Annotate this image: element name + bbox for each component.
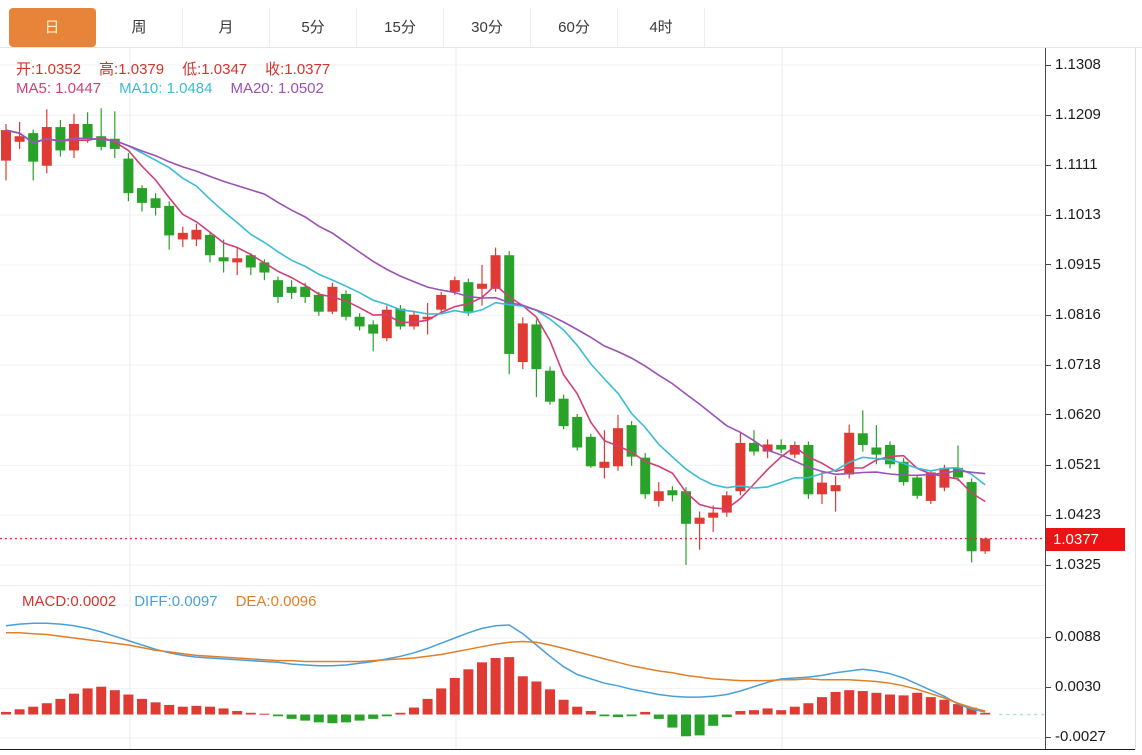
ma-legend: MA5: 1.0447 MA10: 1.0484 MA20: 1.0502 [16, 80, 342, 97]
candlestick-chart [0, 48, 1045, 585]
macd-axis: 0.0088 0.0030 -0.0027 [1045, 585, 1135, 749]
ohlc-open: 开:1.0352 [16, 61, 82, 78]
tab-月[interactable]: 月 [183, 8, 270, 47]
price-axis-label: 1.1308 [1055, 56, 1101, 73]
price-chart-panel[interactable]: 开:1.0352 高:1.0379 低:1.0347 收:1.0377 MA5: 1.… [0, 48, 1045, 585]
price-axis-label: 1.0816 [1055, 306, 1101, 324]
ohlc-low: 低:1.0347 [182, 61, 248, 78]
right-border [1135, 48, 1136, 750]
tab-15分[interactable]: 15分 [357, 8, 444, 47]
price-axis-tick [1046, 314, 1051, 316]
price-axis-tick [1046, 464, 1051, 466]
ohlc-legend: 开:1.0352 高:1.0379 低:1.0347 收:1.0377 [16, 58, 348, 79]
macd-axis-label: 0.0088 [1055, 628, 1101, 645]
tab-bar: 日周月 5分 15分 30分 60分 4时 [0, 0, 1142, 48]
price-axis-label: 1.1013 [1055, 206, 1101, 224]
ma5-value: MA5: 1.0447 [16, 80, 102, 97]
price-axis-tick [1046, 214, 1051, 216]
price-axis-tick [1046, 514, 1051, 516]
macd-legend: MACD:0.0002 DIFF:0.0097 DEA:0.0096 [22, 593, 334, 610]
ma10-value: MA10: 1.0484 [119, 80, 213, 97]
price-axis: 1.0377 1.1308 1.1209 1.1111 1.1013 1.0915 1.0… [1045, 48, 1135, 585]
ohlc-close: 收:1.0377 [265, 61, 331, 78]
macd-axis-label: 0.0030 [1055, 678, 1101, 696]
price-axis-tick [1046, 364, 1051, 366]
tab-60分[interactable]: 60分 [531, 8, 618, 47]
price-axis-label: 1.0915 [1055, 255, 1101, 273]
macd-axis-tick [1046, 686, 1051, 688]
bottom-axis-line [0, 749, 1135, 750]
tab-4时[interactable]: 4时 [618, 8, 705, 47]
price-axis-tick [1046, 64, 1051, 66]
price-axis-tick [1046, 114, 1051, 116]
price-axis-label: 1.0325 [1055, 556, 1101, 573]
price-axis-label: 1.0620 [1055, 405, 1101, 423]
price-axis-tick [1046, 564, 1051, 566]
dea-value: DEA:0.0096 [235, 593, 317, 610]
diff-value: DIFF:0.0097 [134, 593, 218, 610]
macd-axis-label: -0.0027 [1055, 728, 1106, 745]
price-axis-tick [1046, 264, 1051, 266]
price-axis-label: 1.0521 [1055, 456, 1101, 474]
macd-chart [0, 586, 1045, 750]
price-axis-label: 1.0718 [1055, 356, 1101, 374]
tab-日[interactable]: 日 [9, 8, 96, 47]
macd-axis-tick [1046, 736, 1051, 738]
price-axis-tick [1046, 164, 1051, 166]
price-axis-label: 1.0423 [1055, 506, 1101, 524]
macd-value: MACD:0.0002 [22, 593, 117, 610]
tab-30分[interactable]: 30分 [444, 8, 531, 47]
macd-chart-panel[interactable]: MACD:0.0002 DIFF:0.0097 DEA:0.0096 [0, 585, 1045, 750]
tab-5分[interactable]: 5分 [270, 8, 357, 47]
last-price-badge: 1.0377 [1046, 527, 1125, 551]
tab-周[interactable]: 周 [96, 8, 183, 47]
macd-axis-tick [1046, 636, 1051, 638]
ohlc-high: 高:1.0379 [99, 61, 165, 78]
price-axis-tick [1046, 414, 1051, 416]
price-axis-label: 1.1209 [1055, 106, 1101, 124]
ma20-value: MA20: 1.0502 [230, 80, 324, 97]
price-axis-label: 1.1111 [1055, 156, 1098, 174]
